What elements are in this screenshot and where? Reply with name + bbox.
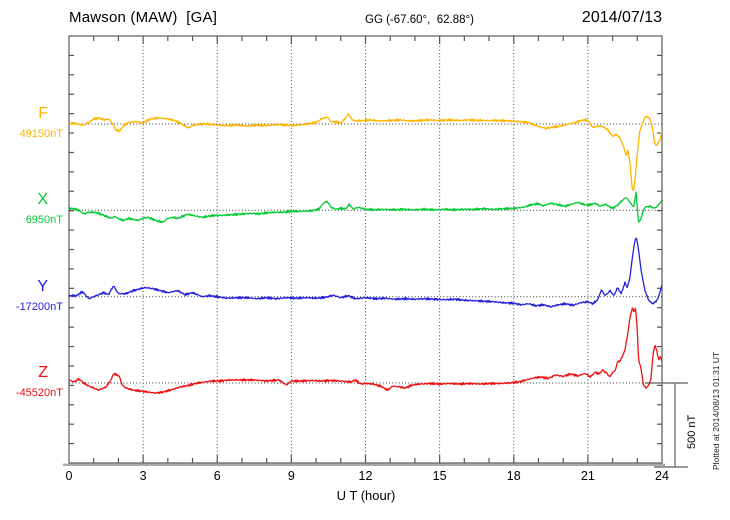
channel-value-Z: -45520nT xyxy=(15,387,63,399)
x-tick-label-0: 0 xyxy=(65,469,73,483)
x-tick-label-12: 12 xyxy=(358,469,373,483)
x-tick-label-21: 21 xyxy=(580,469,595,483)
trace-Y xyxy=(69,237,662,308)
geographic-coordinates: GG (-67.60°, 62.88°) xyxy=(365,14,474,26)
plot-timestamp-note: Plotted at 2014/08/13 01:31 UT xyxy=(711,351,721,470)
station-title: Mawson (MAW) [GA] xyxy=(69,9,218,26)
scale-bar-value-label: 500 nT xyxy=(686,414,698,449)
channel-value-X: 6950nT xyxy=(25,214,63,227)
channel-letter-Z: Z xyxy=(38,364,48,381)
channel-letter-Y: Y xyxy=(37,277,48,295)
channel-letter-X: X xyxy=(37,191,48,209)
trace-X xyxy=(69,191,662,224)
x-tick-label-6: 6 xyxy=(213,469,221,483)
x-tick-label-24: 24 xyxy=(655,469,669,483)
channel-value-Y: -17200nT xyxy=(15,300,63,313)
channel-letter-F: F xyxy=(38,105,48,122)
plot-date: 2014/07/13 xyxy=(581,9,662,26)
x-tick-label-9: 9 xyxy=(287,469,295,483)
x-axis-title: U T (hour) xyxy=(336,488,396,503)
trace-F xyxy=(69,113,662,191)
plot-frame xyxy=(68,35,663,464)
x-tick-label-3: 3 xyxy=(139,469,147,483)
x-tick-label-15: 15 xyxy=(432,469,447,483)
channel-value-F: 49150nT xyxy=(19,128,63,140)
x-tick-label-18: 18 xyxy=(506,469,521,483)
trace-Z xyxy=(69,307,662,395)
